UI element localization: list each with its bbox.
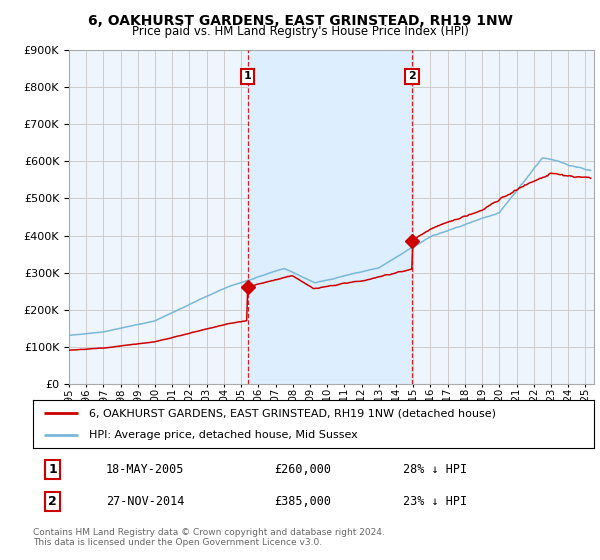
Bar bbox=[248, 50, 412, 384]
Text: 1: 1 bbox=[48, 463, 57, 476]
Text: 2: 2 bbox=[48, 494, 57, 508]
Text: Contains HM Land Registry data © Crown copyright and database right 2024.
This d: Contains HM Land Registry data © Crown c… bbox=[33, 528, 385, 547]
Text: £385,000: £385,000 bbox=[274, 494, 331, 508]
Text: 23% ↓ HPI: 23% ↓ HPI bbox=[403, 494, 467, 508]
Text: 1: 1 bbox=[244, 71, 251, 81]
Text: 18-MAY-2005: 18-MAY-2005 bbox=[106, 463, 184, 476]
Text: HPI: Average price, detached house, Mid Sussex: HPI: Average price, detached house, Mid … bbox=[89, 430, 358, 440]
Text: £260,000: £260,000 bbox=[274, 463, 331, 476]
Text: 2: 2 bbox=[408, 71, 416, 81]
Text: Price paid vs. HM Land Registry's House Price Index (HPI): Price paid vs. HM Land Registry's House … bbox=[131, 25, 469, 38]
Text: 6, OAKHURST GARDENS, EAST GRINSTEAD, RH19 1NW (detached house): 6, OAKHURST GARDENS, EAST GRINSTEAD, RH1… bbox=[89, 408, 496, 418]
Text: 28% ↓ HPI: 28% ↓ HPI bbox=[403, 463, 467, 476]
Text: 27-NOV-2014: 27-NOV-2014 bbox=[106, 494, 184, 508]
Text: 6, OAKHURST GARDENS, EAST GRINSTEAD, RH19 1NW: 6, OAKHURST GARDENS, EAST GRINSTEAD, RH1… bbox=[88, 14, 512, 28]
